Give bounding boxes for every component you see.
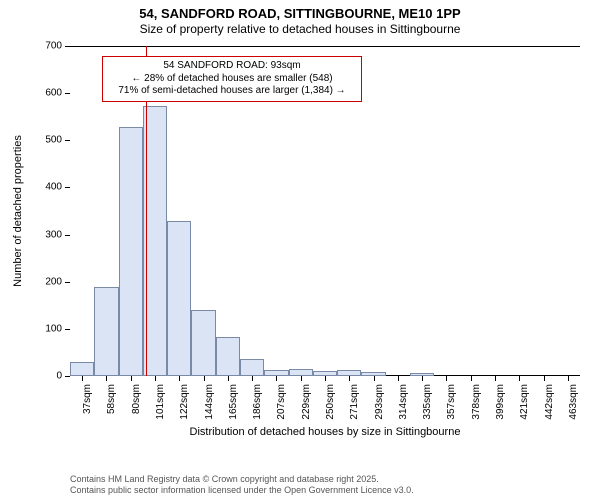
histogram-bar [289, 369, 313, 376]
x-tick-line [106, 376, 107, 381]
x-tick-label: 463sqm [568, 384, 579, 420]
x-tick-label: 186sqm [252, 384, 263, 420]
x-tick-line [82, 376, 83, 381]
y-tick-line [65, 140, 70, 141]
y-tick-line [65, 235, 70, 236]
x-tick-line [398, 376, 399, 381]
x-tick-label: 399sqm [495, 384, 506, 420]
x-tick-label: 122sqm [179, 384, 190, 420]
x-tick-label: 335sqm [422, 384, 433, 420]
y-tick-label: 0 [56, 371, 62, 382]
y-tick-line [65, 187, 70, 188]
x-tick-line [495, 376, 496, 381]
footer-line-2: Contains public sector information licen… [70, 485, 414, 496]
x-tick-line [422, 376, 423, 381]
annotation-box: 54 SANDFORD ROAD: 93sqm ← 28% of detache… [102, 56, 362, 102]
x-tick-line [276, 376, 277, 381]
title-line-1: 54, SANDFORD ROAD, SITTINGBOURNE, ME10 1… [139, 6, 460, 21]
y-tick-label: 500 [45, 135, 62, 146]
x-tick-label: 58sqm [106, 384, 117, 414]
x-tick-line [374, 376, 375, 381]
x-tick-line [544, 376, 545, 381]
y-tick-label: 100 [45, 323, 62, 334]
annotation-line-1: 54 SANDFORD ROAD: 93sqm [109, 60, 355, 73]
histogram-bar [240, 359, 264, 376]
x-tick-line [179, 376, 180, 381]
y-axis-label: Number of detached properties [12, 135, 24, 287]
histogram-chart: 0100200300400500600700 37sqm58sqm80sqm10… [70, 46, 580, 376]
y-tick-label: 400 [45, 182, 62, 193]
histogram-bar [167, 221, 191, 376]
y-tick-line [65, 376, 70, 377]
histogram-bar [94, 287, 118, 376]
x-tick-label: 144sqm [204, 384, 215, 420]
histogram-bar [119, 127, 143, 376]
y-tick-label: 300 [45, 229, 62, 240]
attribution-footer: Contains HM Land Registry data © Crown c… [70, 474, 414, 497]
x-tick-label: 207sqm [276, 384, 287, 420]
x-tick-line [568, 376, 569, 381]
x-tick-label: 421sqm [519, 384, 530, 420]
chart-subtitle: Size of property relative to detached ho… [0, 22, 600, 36]
y-tick-label: 700 [45, 41, 62, 52]
x-tick-label: 229sqm [301, 384, 312, 420]
x-tick-label: 442sqm [544, 384, 555, 420]
x-tick-line [301, 376, 302, 381]
x-tick-line [228, 376, 229, 381]
x-tick-line [349, 376, 350, 381]
x-tick-label: 250sqm [325, 384, 336, 420]
histogram-bar [70, 362, 94, 376]
y-tick-line [65, 46, 70, 47]
x-tick-line [252, 376, 253, 381]
y-tick-line [65, 93, 70, 94]
x-tick-line [446, 376, 447, 381]
footer-line-1: Contains HM Land Registry data © Crown c… [70, 474, 414, 485]
x-axis-label: Distribution of detached houses by size … [70, 426, 580, 438]
x-tick-label: 101sqm [155, 384, 166, 420]
chart-title: 54, SANDFORD ROAD, SITTINGBOURNE, ME10 1… [0, 0, 600, 22]
annotation-line-2: ← 28% of detached houses are smaller (54… [109, 73, 355, 86]
histogram-bar [191, 310, 215, 376]
x-tick-label: 37sqm [82, 384, 93, 414]
x-tick-line [204, 376, 205, 381]
x-tick-line [155, 376, 156, 381]
x-tick-line [519, 376, 520, 381]
y-tick-line [65, 282, 70, 283]
y-tick-label: 200 [45, 276, 62, 287]
x-tick-label: 378sqm [471, 384, 482, 420]
x-tick-label: 80sqm [131, 384, 142, 414]
histogram-bar [216, 337, 240, 376]
x-tick-line [131, 376, 132, 381]
x-tick-label: 357sqm [446, 384, 457, 420]
annotation-line-3: 71% of semi-detached houses are larger (… [109, 85, 355, 98]
x-tick-line [325, 376, 326, 381]
x-tick-label: 165sqm [228, 384, 239, 420]
x-tick-line [471, 376, 472, 381]
x-tick-label: 293sqm [374, 384, 385, 420]
y-tick-label: 600 [45, 88, 62, 99]
x-tick-label: 271sqm [349, 384, 360, 420]
x-tick-label: 314sqm [398, 384, 409, 420]
title-line-2: Size of property relative to detached ho… [140, 22, 461, 36]
y-tick-line [65, 329, 70, 330]
